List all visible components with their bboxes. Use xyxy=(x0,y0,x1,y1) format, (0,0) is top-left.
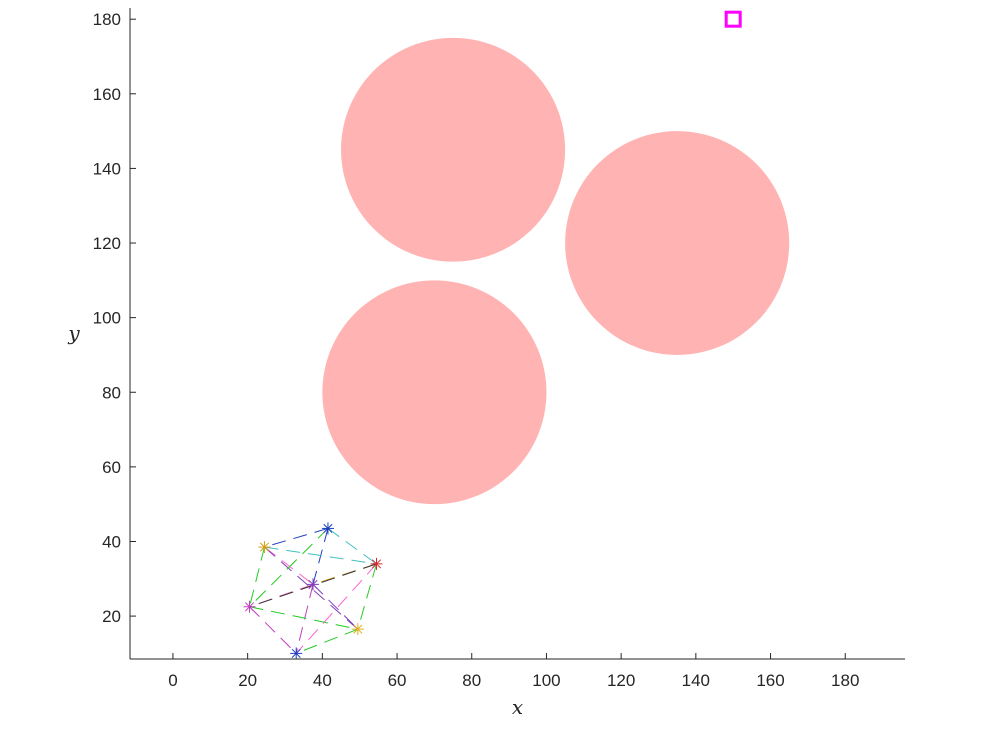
agent-marker-4 xyxy=(307,578,320,591)
y-axis-label: y xyxy=(67,321,80,345)
obstacle-circle-2 xyxy=(565,131,790,355)
goal-marker xyxy=(724,10,742,28)
agent-marker-6 xyxy=(351,623,364,636)
y-tick-label: 40 xyxy=(102,532,121,551)
agent-link-4 xyxy=(264,546,377,565)
x-tick-label: 160 xyxy=(756,671,784,690)
x-tick-label: 120 xyxy=(607,671,635,690)
x-tick-label: 180 xyxy=(831,671,859,690)
x-tick-label: 100 xyxy=(532,671,560,690)
agent-marker-stroke xyxy=(244,602,255,612)
agent-link-12 xyxy=(249,606,358,630)
agent-marker-5 xyxy=(243,600,256,613)
x-tick-label: 20 xyxy=(238,671,257,690)
y-tick-label: 140 xyxy=(93,159,121,178)
agent-marker-7 xyxy=(290,647,303,660)
x-tick-label: 60 xyxy=(388,671,407,690)
agent-link-17 xyxy=(249,528,329,608)
y-tick-label: 20 xyxy=(102,607,121,626)
agent-link-1 xyxy=(264,527,329,548)
agent-link-6 xyxy=(249,546,265,607)
agent-link-18 xyxy=(295,563,377,654)
y-tick-label: 120 xyxy=(93,234,121,253)
axes: 0 20 40 60 80 100 120 140 160 180 20 40 60 80 100 120 14… xyxy=(93,8,905,690)
y-tick-label: 180 xyxy=(93,10,121,29)
y-tick-label: 100 xyxy=(93,309,121,328)
agent-marker-stroke xyxy=(371,559,382,569)
x-axis-label: x xyxy=(512,695,523,719)
agent-marker-2 xyxy=(258,541,271,554)
x-tick-label: 0 xyxy=(168,671,177,690)
x-tick-label: 140 xyxy=(682,671,710,690)
agent-link-15 xyxy=(264,546,359,630)
agent-link-3 xyxy=(312,528,329,585)
agent-marker-stroke xyxy=(323,523,333,533)
plot-area xyxy=(243,10,790,660)
agent-link-5 xyxy=(264,546,314,585)
x-tick-label: 80 xyxy=(462,671,481,690)
agent-marker-stroke xyxy=(353,624,363,634)
agent-link-11 xyxy=(295,584,314,654)
agent-link-2 xyxy=(327,528,377,565)
agent-marker-1 xyxy=(321,522,334,535)
obstacle-circle-3 xyxy=(322,280,547,505)
obstacle-circle-1 xyxy=(341,37,566,262)
y-tick-label: 60 xyxy=(102,458,121,477)
agent-marker-stroke xyxy=(291,648,301,658)
agent-marker-stroke xyxy=(308,579,318,589)
agent-marker-stroke xyxy=(259,542,270,552)
x-tick-label: 40 xyxy=(313,671,332,690)
y-tick-label: 80 xyxy=(102,383,121,402)
agent-link-14 xyxy=(296,628,359,654)
y-tick-label: 160 xyxy=(93,85,121,104)
agent-link-10 xyxy=(312,584,359,630)
agent-link-8 xyxy=(357,563,377,630)
agent-marker-3 xyxy=(370,557,383,570)
agent-link-13 xyxy=(249,606,297,654)
